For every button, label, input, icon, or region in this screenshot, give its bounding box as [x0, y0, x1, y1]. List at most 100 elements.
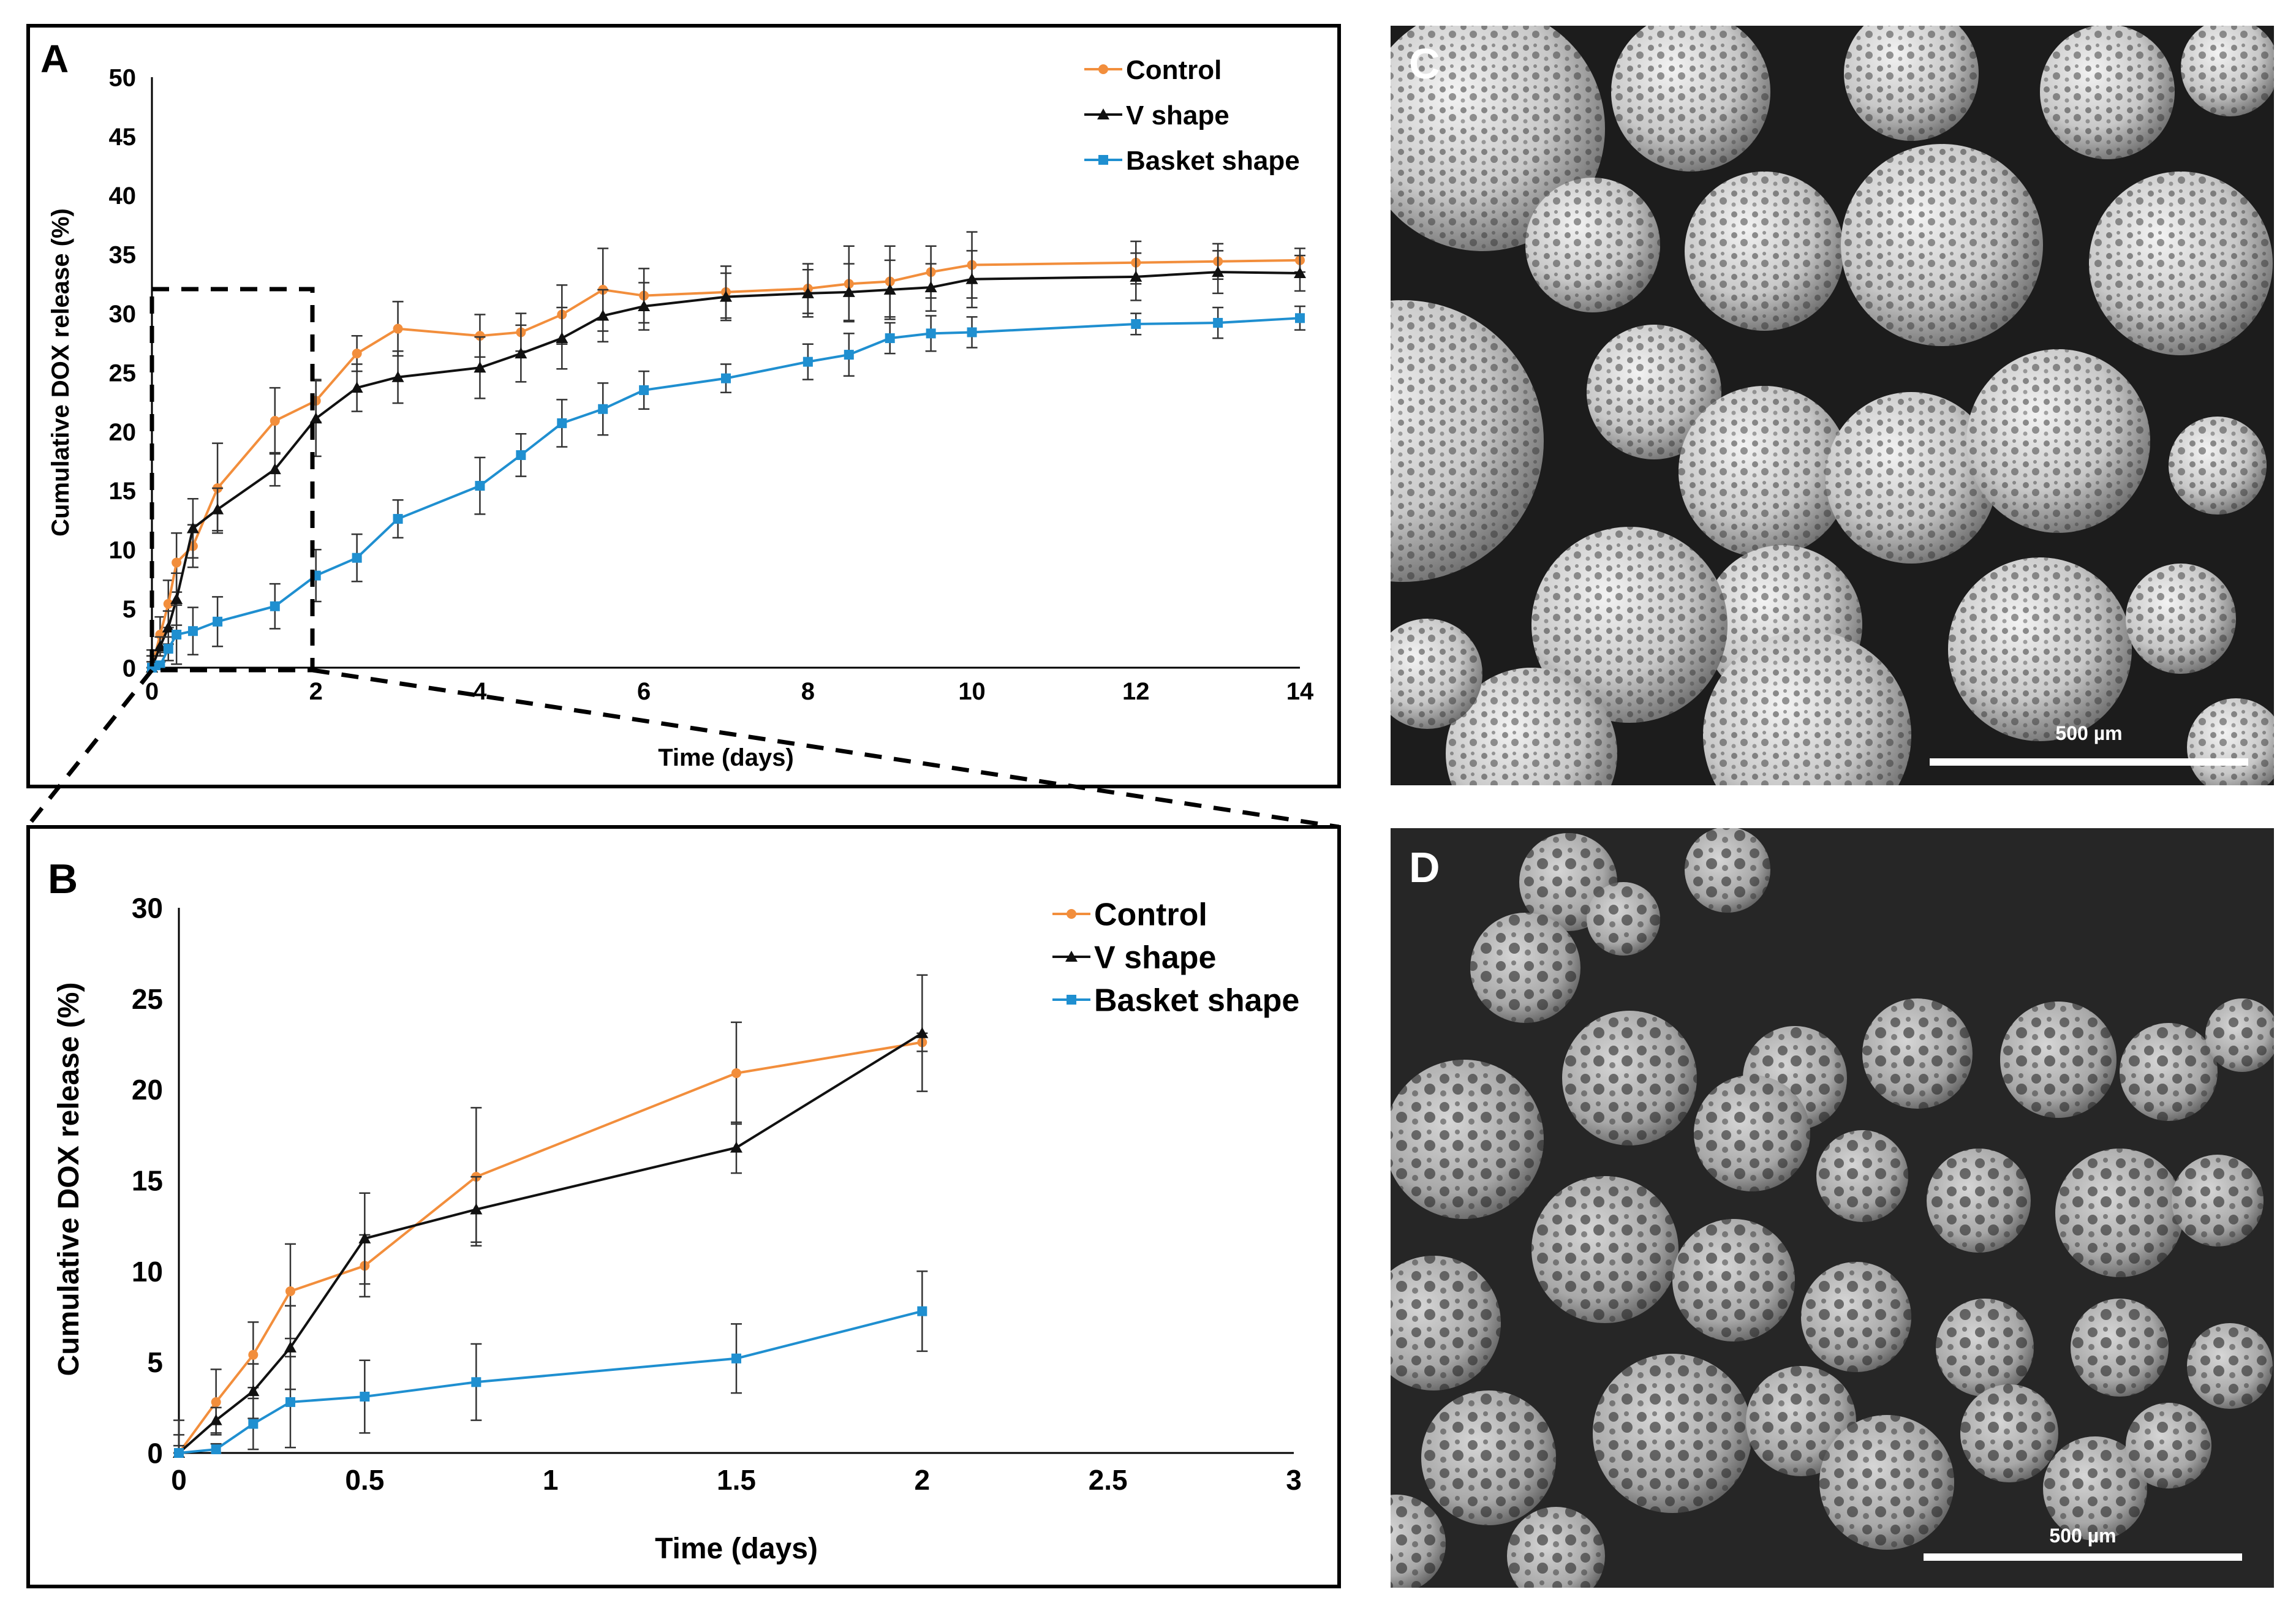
legend-item: Basket shape — [1052, 983, 1299, 1019]
legend-item: V shape — [1084, 100, 1229, 130]
data-point — [186, 522, 199, 534]
x-tick-label: 0.5 — [345, 1464, 384, 1496]
data-point — [170, 593, 183, 605]
series-v-shape — [173, 974, 929, 1458]
microsphere-pores — [2120, 1023, 2218, 1121]
data-point — [720, 290, 732, 302]
legend-item: Control — [1052, 897, 1207, 933]
microsphere-pores — [1391, 619, 1482, 729]
data-point — [248, 1419, 259, 1429]
data-point — [162, 621, 175, 633]
microsphere-pores — [2040, 26, 2175, 159]
y-tick-label: 20 — [132, 1074, 163, 1106]
legend-label: Control — [1126, 55, 1222, 85]
data-point — [1065, 951, 1078, 962]
data-point — [721, 373, 731, 383]
data-point — [1098, 155, 1108, 165]
microsphere-pores — [1685, 828, 1770, 913]
data-point — [967, 327, 977, 338]
data-point — [174, 1448, 184, 1458]
data-point — [731, 1068, 741, 1078]
microsphere-pores — [1611, 26, 1770, 172]
microsphere-pores — [1446, 668, 1617, 785]
y-tick-label: 45 — [109, 124, 137, 151]
data-point — [352, 553, 362, 563]
zoom-line-left — [28, 668, 154, 826]
microsphere-pores — [2071, 1299, 2169, 1397]
data-point — [1131, 319, 1141, 329]
data-point — [965, 273, 978, 284]
data-point — [270, 601, 280, 611]
microsphere-pores — [1966, 349, 2150, 533]
y-tick-label: 0 — [123, 655, 136, 682]
series-line — [178, 1032, 923, 1454]
microsphere-pores — [1679, 386, 1850, 557]
x-tick-label: 14 — [1286, 678, 1314, 705]
y-tick-label: 0 — [147, 1438, 163, 1470]
legend-label: Control — [1094, 897, 1207, 933]
data-point — [883, 284, 896, 295]
series-basket-shape — [146, 305, 1305, 673]
data-point — [163, 598, 173, 609]
data-point — [1098, 64, 1108, 74]
x-axis-title: Time (days) — [655, 1533, 818, 1565]
data-point — [1067, 909, 1076, 919]
x-tick-label: 2 — [915, 1464, 931, 1496]
microsphere-pores — [1862, 998, 1973, 1109]
x-tick-label: 1.5 — [717, 1464, 756, 1496]
data-point — [556, 332, 568, 344]
data-point — [926, 328, 936, 339]
scale-bar-c — [1930, 758, 2248, 766]
data-point — [247, 1385, 260, 1397]
data-point — [248, 1349, 259, 1360]
microsphere-pores — [2055, 1149, 2184, 1277]
data-point — [1213, 318, 1223, 328]
data-point — [731, 1353, 741, 1364]
series-line — [178, 1041, 923, 1454]
microsphere-pores — [2172, 1155, 2264, 1247]
x-tick-label: 0 — [171, 1464, 187, 1496]
data-point — [924, 281, 937, 293]
legend-item: V shape — [1052, 940, 1216, 976]
microsphere-pores — [1927, 1149, 2031, 1253]
data-point — [557, 418, 567, 428]
data-point — [285, 1397, 295, 1407]
data-point — [360, 1392, 370, 1402]
data-point — [639, 385, 649, 395]
data-point — [598, 404, 608, 414]
data-point — [270, 416, 280, 426]
x-tick-label: 4 — [473, 678, 487, 705]
data-point — [154, 640, 167, 652]
data-point — [516, 450, 526, 460]
y-tick-label: 30 — [109, 301, 137, 328]
y-tick-label: 20 — [109, 419, 137, 446]
zoom-line-right — [312, 668, 1340, 829]
legend-a: Control V shape Basket shape — [1084, 55, 1300, 176]
microsphere-pores — [1507, 1507, 1605, 1588]
microsphere-pores — [1587, 325, 1721, 459]
microsphere-pores — [1562, 1011, 1697, 1145]
data-point — [187, 626, 198, 636]
microsphere-pores — [1694, 1075, 1810, 1191]
y-tick-label: 10 — [109, 537, 137, 564]
microsphere-pores — [2043, 1436, 2147, 1541]
microsphere-pores — [1672, 1219, 1795, 1341]
legend-label: V shape — [1126, 100, 1229, 130]
microsphere-pores — [1960, 1384, 2058, 1482]
plot-a: 0 5 10 15 20 25 30 35 40 45 50 0 2 4 6 8 10 12 14 Time (day… — [47, 64, 1314, 771]
series-line — [178, 1310, 923, 1454]
data-point — [285, 1286, 295, 1296]
data-point — [268, 463, 281, 475]
scale-bar-d — [1924, 1553, 2242, 1561]
data-point — [393, 514, 403, 524]
microsphere-pores — [2205, 998, 2274, 1072]
data-point — [475, 331, 485, 341]
data-point — [474, 361, 486, 373]
microsphere-pores — [1816, 1130, 1908, 1222]
panel-b-frame — [26, 825, 1341, 1588]
x-tick-label: 8 — [801, 678, 815, 705]
microsphere-pores — [1593, 1354, 1752, 1513]
microsphere-pores — [2089, 172, 2273, 355]
x-tick-label: 3 — [1286, 1464, 1302, 1496]
data-point — [172, 557, 182, 568]
